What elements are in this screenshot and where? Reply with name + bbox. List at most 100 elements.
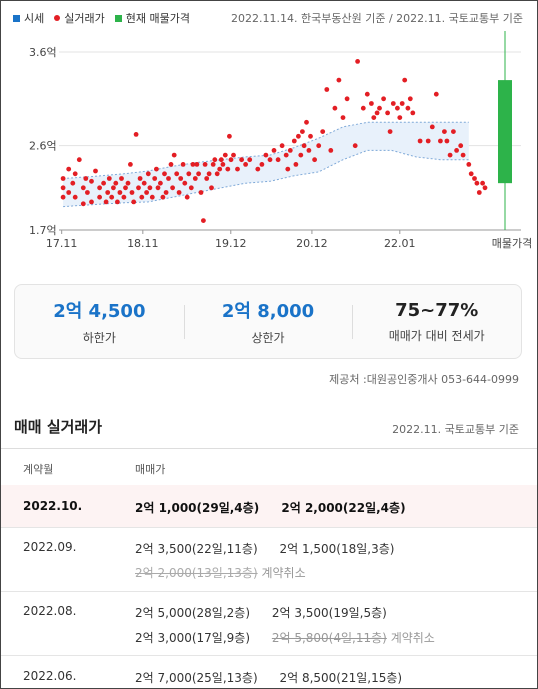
x-tick-label: 17.11 [46,237,78,250]
trade-point [474,180,480,186]
row-month: 2022.09. [23,540,77,554]
listing-range-bar [498,80,512,184]
trade-point [97,194,102,200]
x-tick-label: 18.11 [127,237,159,250]
x-tick-label: 19.12 [215,237,247,250]
trade-point [209,185,214,191]
trade-point [166,176,171,181]
trade-point [438,138,443,144]
trade-point [296,133,301,139]
trade-point [425,138,431,144]
table-row[interactable]: 2022.06. 2억 7,000(25일,13층) 2억 8,500(21일,… [1,656,537,688]
trade-price: 2억 3,500(22일,11층) [135,542,258,556]
trade-point [433,91,439,97]
trade-point [93,168,98,174]
trade-point [308,133,313,139]
trade-line: 2억 3,500(22일,11층) 2억 1,500(18일,3층) [135,540,412,557]
table-row[interactable]: 2022.08. 2억 5,000(28일,2층) 2억 3,500(19일,5… [1,592,537,656]
trade-point [214,171,220,177]
trade-point [180,162,186,167]
trade-point [458,143,464,149]
y-tick-label: 3.6억 [29,46,57,59]
provider-info: 제공처 :대원공인중개사 053-644-0999 [329,373,519,386]
table-row[interactable]: 2022.09. 2억 3,500(22일,11층) 2억 1,500(18일,… [1,528,537,592]
trade-point [89,178,94,184]
trade-point [222,152,228,158]
y-tick-label: 2.6억 [29,140,57,153]
trade-point [72,194,78,200]
trade-point [410,110,416,116]
trades-table-header: 계약월 매매가 [1,448,537,486]
trade-point [139,194,145,200]
trade-point [137,176,143,181]
trade-point [298,152,304,158]
trade-point [371,115,377,120]
square-icon [13,14,20,22]
trade-point [275,157,281,163]
cancelled-price: 2억 2,000(13일,13층) [135,566,258,580]
summary-low: 2억 4,500 하한가 [15,285,184,358]
legend-item-market[interactable]: 시세 [13,10,44,26]
market-price-band [63,122,469,207]
trade-point [247,157,253,163]
trade-point [402,77,408,83]
legend-item-listing[interactable]: 현재 매물가격 [114,10,190,26]
trade-line: 2억 7,000(25일,13층) 2억 8,500(21일,15층) [135,669,420,686]
trade-point [190,162,196,167]
legend-item-trades[interactable]: 실거래가 [54,10,105,26]
chart-legend: 시세 실거래가 현재 매물가격 [13,10,190,26]
trade-point [115,199,120,205]
trade-point [218,157,224,163]
trade-point [324,87,330,92]
trade-point [377,105,382,111]
trade-point [447,152,453,158]
summary-ratio: 75~77% 매매가 대비 전세가 [352,285,521,358]
market-band-upper [63,121,469,179]
trade-point [227,133,232,139]
trades-title: 매매 실거래가 [14,418,103,436]
trade-point [109,194,115,200]
trade-price: 2억 1,000(29일,4층) [135,501,260,515]
trade-point [155,185,161,191]
trade-price: 2억 2,000(22일,4층) [281,501,406,515]
trade-point [460,152,466,158]
trade-point [174,171,180,177]
trade-point [301,143,307,149]
row-month: 2022.08. [23,604,77,618]
trade-point [225,166,231,172]
x-tick-label: 매물가격 [492,237,532,250]
trade-point [60,194,66,200]
y-tick-label: 1.7억 [29,224,57,237]
trade-point [76,157,82,163]
trade-point [147,185,153,191]
trade-point [364,91,370,97]
trade-point [344,96,350,102]
table-row[interactable]: 2022.10. 2억 1,000(29일,4층) 2억 2,000(22일,4… [1,485,537,528]
trade-point [291,138,297,144]
trade-point [228,157,234,163]
trade-point [106,176,112,181]
trade-point [283,152,289,158]
trade-point [198,190,204,195]
high-price-value: 2억 8,000 [221,301,315,322]
ratio-value: 75~77% [395,299,479,321]
trade-point [369,101,374,106]
trade-point [144,190,150,195]
trade-point [243,162,249,167]
col-price: 매매가 [135,463,166,476]
trade-point [162,171,167,177]
trade-line: 2억 5,000(28일,2층) 2억 3,500(19일,5층) [135,604,405,621]
trade-point [340,115,346,120]
trade-point [105,190,111,195]
trade-price: 2억 5,000(28일,2층) [135,606,251,620]
trade-point [202,162,208,167]
trade-point [332,105,338,111]
trade-line: 2억 3,000(17일,9층) 2억 5,800(4일,11층) 계약취소 [135,629,453,646]
row-month: 2022.06. [23,669,77,683]
trade-point [397,115,403,120]
trade-point [381,96,386,102]
trade-point [176,190,182,195]
trade-point [204,176,210,181]
trade-point [171,152,177,158]
trade-point [259,162,265,167]
